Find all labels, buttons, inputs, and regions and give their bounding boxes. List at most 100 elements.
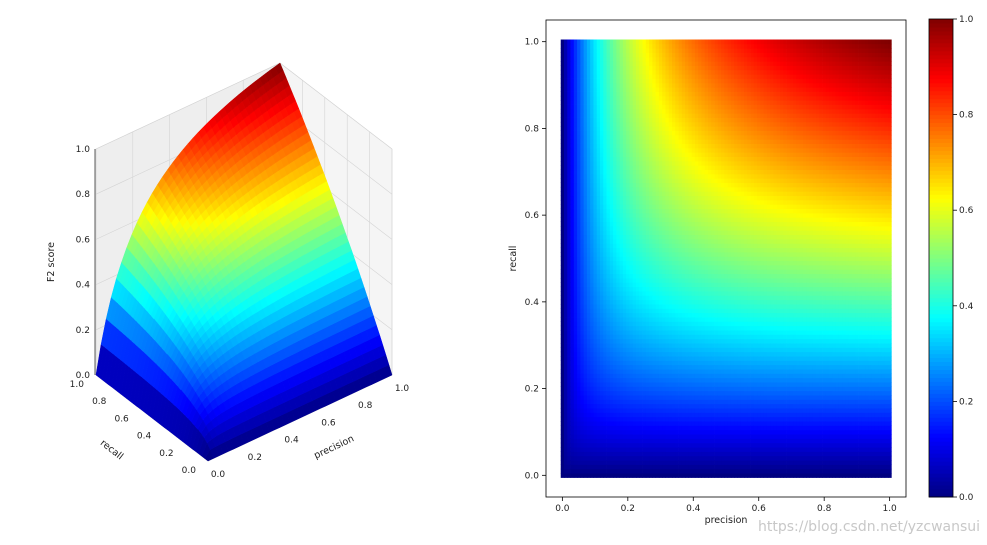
heatmap-cell [642,343,647,348]
heatmap-cell [596,78,601,84]
heatmap-cell [600,82,604,88]
heatmap-cell [675,173,679,179]
heatmap-cell [619,377,624,383]
heatmap-cell [658,360,663,366]
heatmap-cell [596,69,601,75]
heatmap-cell [583,225,588,231]
heatmap-cell [560,360,565,366]
heatmap-cell [590,460,594,465]
heatmap-cell [596,442,601,448]
heatmap-cell [672,252,676,257]
heatmap-cell [668,308,673,314]
heatmap-cell [580,260,585,266]
heatmap-cell [603,299,607,305]
heatmap-cell [619,299,624,305]
heatmap-cell [622,217,627,223]
heatmap-cell [613,78,617,84]
heatmap-cell [573,338,578,344]
heatmap-cell [609,260,614,266]
heatmap-cell [655,48,660,53]
heatmap-cell [619,199,624,205]
heatmap-cell [616,56,621,62]
heatmap-cell [619,260,624,266]
heatmap-cell [603,234,607,240]
heatmap-cell [665,152,670,157]
heatmap-cell [642,221,647,227]
heatmap-cell [577,438,581,444]
heatmap-cell [662,65,666,71]
heatmap-cell [662,442,666,448]
heatmap-cell [636,447,640,452]
heatmap-cell [629,295,634,301]
heatmap-cell [580,403,585,409]
heatmap-cell [639,451,643,457]
heatmap-cell [613,416,617,422]
heatmap-cell [609,382,614,387]
heatmap-cell [603,265,607,270]
heatmap-cell [629,369,634,374]
heatmap-cell [655,295,660,301]
heatmap-cell [596,182,601,188]
heatmap-cell [567,130,571,136]
heatmap-cell [606,399,611,405]
heatmap-cell [573,39,578,45]
heatmap-cell [668,238,673,244]
heatmap-cell [583,442,588,448]
heatmap-cell [642,104,647,110]
heatmap-cell [642,82,647,88]
heatmap-cell [629,48,634,53]
heatmap-cell [668,186,673,192]
heatmap-cell [636,95,640,101]
heatmap-cell [645,434,650,439]
heatmap-cell [662,230,666,236]
heatmap-cell [629,238,634,244]
heatmap-cell [655,117,660,123]
heatmap-cell [626,455,630,461]
heatmap-cell [675,225,679,231]
heatmap-cell [626,447,630,452]
heatmap-cell [616,100,621,105]
heatmap-cell [662,416,666,422]
heatmap-cell [668,212,673,218]
heatmap-cell [636,377,640,383]
heatmap-cell [636,78,640,84]
heatmap-cell [636,108,640,114]
heatmap-cell [616,347,621,353]
heatmap-cell [658,451,663,457]
heatmap-cell [609,243,614,249]
heatmap-cell [606,442,611,448]
heatmap-cell [600,373,604,379]
heatmap-cell [603,425,607,431]
heatmap-cell [593,100,598,105]
heatmap-cell [570,325,575,331]
heatmap-cell [603,416,607,422]
heatmap-cell [573,347,578,353]
heatmap-cell [639,317,643,322]
heatmap-cell [590,295,594,301]
heatmap-cell [590,256,594,262]
heatmap-cell [665,338,670,344]
heatmap-cell [622,347,627,353]
heatmap-cell [636,165,640,171]
heatmap-cell [609,199,614,205]
heatmap-cell [665,282,670,288]
heatmap-cell [619,429,624,435]
heatmap-cell [642,217,647,223]
heatmap-cell [619,447,624,452]
heatmap-cell [613,52,617,58]
heatmap-cell [632,143,637,149]
heatmap-cell [613,74,617,79]
heatmap-cell [567,217,571,223]
heatmap-cell [606,182,611,188]
heatmap-cell [580,473,585,478]
heatmap-cell [662,121,666,127]
heatmap-cell [629,321,634,327]
heatmap-cell [668,143,673,149]
heatmap-cell [573,121,578,127]
heatmap-cell [606,351,611,357]
heatmap-cell [596,282,601,288]
heatmap-cell [655,447,660,452]
heatmap-cell [642,282,647,288]
heatmap-cell [658,464,663,470]
heatmap-cell [649,321,653,327]
